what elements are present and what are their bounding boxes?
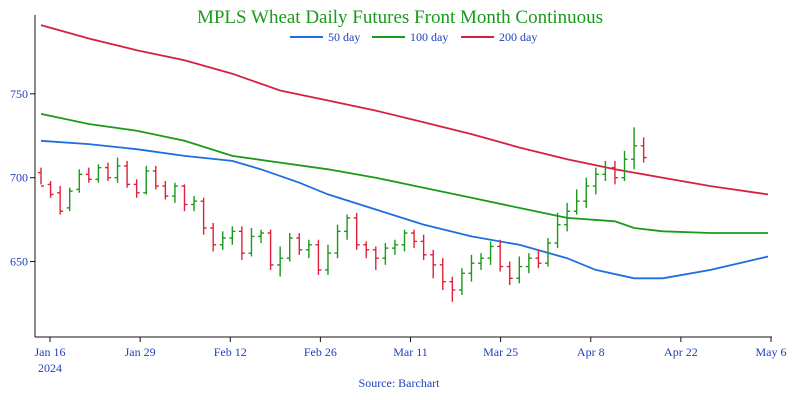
price-bar — [57, 186, 64, 215]
price-bar — [305, 239, 312, 259]
price-bar — [592, 167, 599, 195]
price-bar — [363, 241, 370, 259]
price-bar — [621, 150, 628, 182]
ma-line-100-day — [40, 113, 768, 234]
x-tick-label: Feb 26 — [304, 345, 337, 359]
chart-title: MPLS Wheat Daily Futures Front Month Con… — [197, 7, 603, 28]
price-bar — [162, 181, 169, 200]
price-bar — [611, 160, 618, 185]
x-tick-label: May 6 — [756, 345, 787, 359]
price-bar — [535, 249, 542, 269]
price-bar — [353, 212, 360, 250]
price-bar — [564, 202, 571, 232]
price-bar — [133, 179, 140, 198]
plot-area — [38, 24, 769, 302]
x-tick-label: Jan 16 — [35, 345, 66, 359]
price-bar — [478, 253, 485, 270]
price-bar — [573, 189, 580, 215]
ma-line-50-day — [40, 139, 769, 280]
price-bar — [458, 268, 465, 296]
x-axis-year-label: 2024 — [38, 361, 62, 375]
price-bar — [631, 127, 638, 170]
price-bar — [76, 169, 83, 193]
x-tick-label: Mar 25 — [483, 345, 518, 359]
price-bar — [602, 160, 609, 182]
price-bar — [210, 222, 217, 252]
price-bar — [171, 182, 178, 203]
price-bar — [258, 229, 265, 244]
legend-50-day-label: 50 day — [328, 30, 360, 44]
price-bar — [143, 165, 150, 195]
price-bar — [420, 234, 427, 260]
price-bar — [334, 224, 341, 259]
price-bar — [114, 157, 121, 183]
price-bar — [506, 261, 513, 286]
price-bar — [554, 212, 561, 249]
y-axis-ticks: 650 700 750 — [10, 87, 35, 269]
price-bar — [439, 258, 446, 291]
price-bar — [487, 241, 494, 265]
price-bar — [497, 239, 504, 272]
ma-line-200-day — [40, 24, 769, 196]
price-bar — [640, 137, 647, 163]
price-bar — [344, 214, 351, 240]
price-bar — [277, 246, 284, 277]
price-bar — [238, 226, 245, 260]
x-tick-label: Apr 22 — [664, 345, 698, 359]
source-label: Source: Barchart — [359, 376, 441, 390]
legend-100-day-label: 100 day — [410, 30, 448, 44]
price-bar — [315, 239, 322, 275]
price-bar — [38, 167, 44, 187]
legend-200-day-label: 200 day — [499, 30, 537, 44]
y-tick-label: 700 — [10, 171, 28, 185]
price-bar — [219, 231, 226, 250]
price-bar — [324, 244, 331, 275]
price-bar — [47, 181, 54, 198]
price-bar — [152, 165, 159, 190]
price-bar — [200, 197, 207, 235]
x-tick-label: Mar 11 — [393, 345, 428, 359]
price-bar — [391, 239, 398, 255]
price-bar — [401, 229, 408, 252]
price-bar — [267, 229, 274, 270]
price-bar — [296, 233, 303, 255]
price-bar — [85, 167, 92, 183]
price-bar — [544, 238, 551, 267]
price-bar — [411, 229, 418, 249]
price-bar — [95, 164, 102, 183]
legend: 50 day 100 day 200 day — [290, 30, 537, 44]
price-bar — [181, 184, 188, 212]
price-bar — [583, 177, 590, 208]
x-tick-label: Apr 8 — [577, 345, 605, 359]
price-bar — [286, 233, 293, 262]
price-bar — [229, 226, 236, 245]
x-axis-ticks: Jan 16 Jan 29 Feb 12 Feb 26 Mar 11 Mar 25 Apr … — [35, 337, 787, 359]
price-bar — [449, 276, 456, 302]
x-tick-label: Feb 12 — [214, 345, 247, 359]
price-bar — [382, 243, 389, 265]
y-tick-label: 650 — [10, 255, 28, 269]
price-bar — [124, 160, 131, 188]
price-bar — [372, 246, 379, 270]
y-tick-label: 750 — [10, 87, 28, 101]
price-bar — [468, 254, 475, 282]
price-bar — [525, 253, 532, 274]
price-bar — [430, 249, 437, 279]
x-tick-label: Jan 29 — [125, 345, 156, 359]
price-bar — [248, 227, 255, 257]
price-bar — [516, 256, 523, 284]
price-bar — [104, 162, 111, 182]
price-bar — [66, 187, 73, 212]
price-bar — [191, 196, 198, 212]
